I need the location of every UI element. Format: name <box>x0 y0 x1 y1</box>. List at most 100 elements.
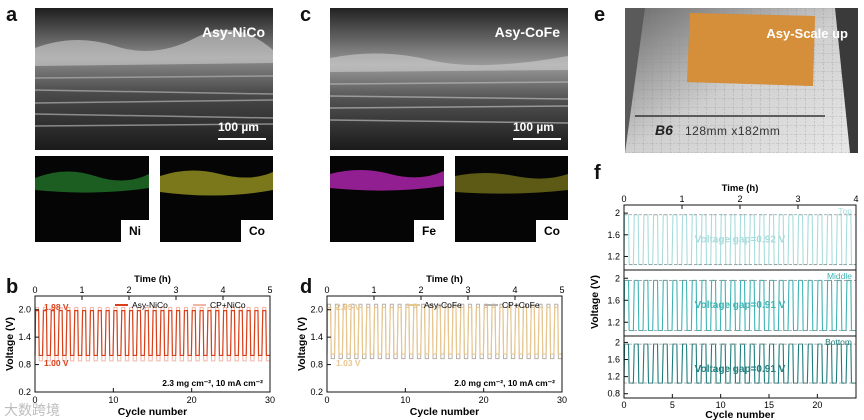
test-condition: 2.0 mg cm⁻², 10 mA cm⁻² <box>454 378 555 388</box>
y-tick-label: 1.2 <box>607 251 620 261</box>
top-tick-label: 0 <box>32 285 37 295</box>
photo-scale-up: Asy-Scale up B6 128mm x182mm <box>625 8 858 153</box>
top-tick-label: 2 <box>126 285 131 295</box>
eds-map-co-c: Co <box>455 156 568 242</box>
upper-voltage-label: 1.98 V <box>44 302 69 312</box>
y-axis-title: Voltage (V) <box>589 275 601 329</box>
subplot-name-Bottom: Bottom <box>825 337 852 347</box>
sem-label-cofe: Asy-CoFe <box>494 24 560 40</box>
top-tick-label: 3 <box>795 194 800 204</box>
panel-letter-a: a <box>6 4 18 26</box>
eds-dots-fe <box>330 170 444 191</box>
y-tick-label: 0.2 <box>18 387 31 397</box>
eds-map-co-a: Co <box>160 156 273 242</box>
y-tick-label: 1.4 <box>310 332 323 342</box>
sem-image-cofe: Asy-CoFe 100 µm <box>330 8 568 150</box>
top-axis-title: Time (h) <box>134 274 171 285</box>
eds-tag-fe: Fe <box>413 220 444 242</box>
top-tick-label: 0 <box>324 285 329 295</box>
top-tick-label: 4 <box>853 194 858 204</box>
x-axis-title: Cycle number <box>705 409 774 420</box>
x-tick-label: 15 <box>764 400 774 410</box>
y-tick-label: 2 <box>615 208 620 218</box>
chart-b: 0 10 20 30 0 1 2 3 4 5 0.2 0.8 1.4 2.0 Time (h) Cycle n… <box>4 274 275 418</box>
x-tick-label: 20 <box>187 395 197 405</box>
y-tick-label: 0.8 <box>310 360 323 370</box>
plot-frame <box>326 295 563 393</box>
scale-bar-a <box>218 138 266 140</box>
legend-label-CP+CoFe: CP+CoFe <box>502 300 540 310</box>
sem-image-nico: Asy-NiCo 100 µm <box>35 8 273 150</box>
y-tick-label: 2.0 <box>18 305 31 315</box>
voltage-gap-Middle: Voltage gap=0.91 V <box>695 300 786 311</box>
eds-dots-co-c <box>455 173 568 194</box>
y-axis-title: Voltage (V) <box>296 317 308 371</box>
panel-letter-c: c <box>300 4 312 26</box>
y-tick-label: 1.4 <box>18 332 31 342</box>
y-tick-label: 1.2 <box>607 317 620 327</box>
x-tick-label: 5 <box>670 400 675 410</box>
subplot-name-Middle: Middle <box>827 271 852 281</box>
scale-text-c: 100 µm <box>513 120 554 134</box>
voltage-gap-Top: Voltage gap=0.92 V <box>695 235 786 246</box>
lower-voltage-label: 1.03 V <box>336 358 361 368</box>
x-tick-label: 20 <box>479 395 489 405</box>
x-tick-label: 10 <box>716 400 726 410</box>
series-line-Asy-NiCo <box>34 310 270 357</box>
y-tick-label: 0.8 <box>18 360 31 370</box>
paper-code: B6 <box>655 122 673 138</box>
panel-letter-f: f <box>594 162 601 184</box>
subplot-frame-Bottom <box>623 335 857 399</box>
series-line-Asy-CoFe <box>326 306 562 355</box>
eds-tag-co-c: Co <box>536 220 568 242</box>
top-tick-label: 5 <box>267 285 272 295</box>
panel-letter-b: b <box>6 276 19 298</box>
x-axis-title: Cycle number <box>410 406 479 418</box>
chart-f: 1.2 1.6 2 Top Voltage gap=0.92 V 1.2 1.6 2 Middl… <box>589 183 859 420</box>
eds-map-ni: Ni <box>35 156 149 242</box>
x-tick-label: 30 <box>265 395 275 405</box>
test-condition: 2.3 mg cm⁻², 10 mA cm⁻² <box>162 378 263 388</box>
series-line-CP+NiCo <box>34 306 270 362</box>
x-tick-label: 0 <box>324 395 329 405</box>
plot-frame <box>34 295 271 393</box>
voltage-gap-Bottom: Voltage gap=0.91 V <box>695 364 786 375</box>
y-tick-label: 0.2 <box>310 387 323 397</box>
legend-label-Asy-NiCo: Asy-NiCo <box>132 300 168 310</box>
top-tick-label: 1 <box>679 194 684 204</box>
sem-label-nico: Asy-NiCo <box>201 24 265 40</box>
sem-texture-nico <box>35 8 273 150</box>
y-tick-label: 1.6 <box>607 295 620 305</box>
y-tick-label: 1.2 <box>607 372 620 382</box>
subplot-name-Top: Top <box>838 206 852 216</box>
scale-bar-c <box>513 138 561 140</box>
x-tick-label: 10 <box>400 395 410 405</box>
x-tick-label: 10 <box>108 395 118 405</box>
top-tick-label: 4 <box>512 285 517 295</box>
y-tick-label: 1.6 <box>607 355 620 365</box>
x-tick-label: 0 <box>32 395 37 405</box>
eds-map-fe: Fe <box>330 156 444 242</box>
eds-dots-ni <box>35 171 149 193</box>
top-tick-label: 0 <box>621 194 626 204</box>
chart-d: 0 10 20 30 0 1 2 3 4 5 0.2 0.8 1.4 2.0 Time (h) Cycle n… <box>296 274 567 418</box>
top-axis-title: Time (h) <box>426 274 463 285</box>
x-axis-title: Cycle number <box>118 406 187 418</box>
y-tick-label: 1.6 <box>607 230 620 240</box>
legend-label-Asy-CoFe: Asy-CoFe <box>424 300 462 310</box>
y-axis-title: Voltage (V) <box>4 317 16 371</box>
eds-dots-co-a <box>160 170 273 196</box>
panel-letter-e: e <box>594 4 606 26</box>
lower-voltage-label: 1.00 V <box>44 358 69 368</box>
legend-label-CP+NiCo: CP+NiCo <box>210 300 246 310</box>
series-line-CP+CoFe <box>326 303 562 360</box>
top-tick-label: 1 <box>371 285 376 295</box>
top-tick-label: 3 <box>173 285 178 295</box>
panel-letter-d: d <box>300 276 313 298</box>
top-tick-label: 1 <box>79 285 84 295</box>
top-tick-label: 2 <box>737 194 742 204</box>
watermark-text: 大数跨境 <box>4 402 60 418</box>
sem-texture-cofe <box>330 8 568 150</box>
upper-voltage-label: 2.05 V <box>336 302 361 312</box>
top-tick-label: 5 <box>559 285 564 295</box>
